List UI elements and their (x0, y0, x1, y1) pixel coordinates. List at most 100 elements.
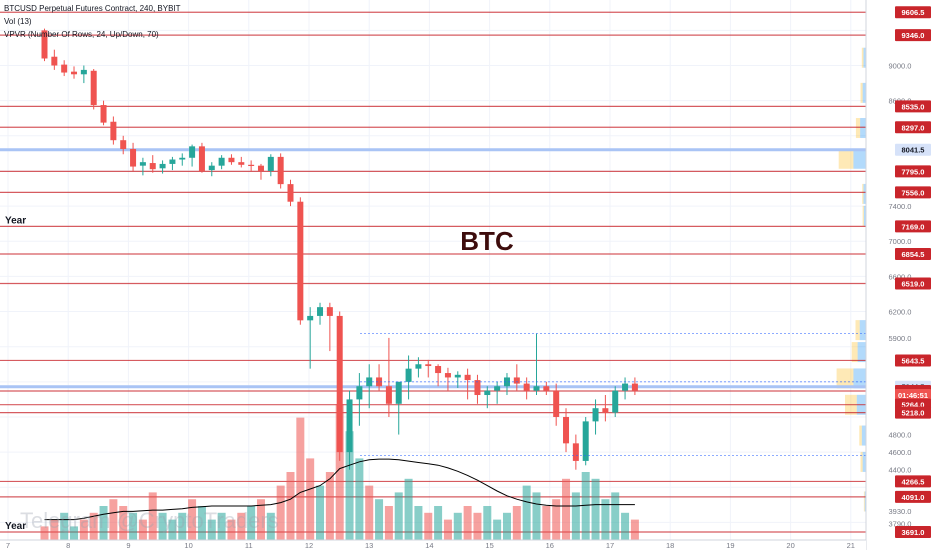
price-tag-box (895, 354, 931, 367)
price-tag: 5643.5 (902, 356, 925, 365)
volume-bar (483, 506, 492, 540)
candle-body (189, 146, 196, 158)
vpvr-down-bar (863, 491, 865, 512)
volume-bar (217, 512, 226, 540)
candle-body (297, 201, 304, 321)
candle-body (51, 56, 58, 66)
price-tick-label: 4600.0 (889, 448, 912, 457)
candle-body (326, 307, 333, 316)
volume-bar (50, 519, 59, 540)
volume-bar (591, 478, 600, 540)
volume-bar (89, 512, 98, 540)
candle-body (228, 157, 235, 163)
candle-body (444, 373, 451, 378)
price-tag: 8041.5 (902, 146, 925, 155)
vpvr-up-bar (863, 183, 866, 204)
price-tag: 7556.0 (902, 188, 925, 197)
time-tick-label: 13 (365, 541, 373, 550)
price-tag-box (895, 389, 931, 402)
candle-body (159, 163, 166, 169)
time-tick-label: 10 (184, 541, 192, 550)
candle-body (494, 386, 501, 391)
volume-indicator-label[interactable]: Vol (13) (4, 17, 32, 26)
candle-body (208, 165, 215, 171)
candle-body (356, 386, 363, 400)
candle-body (543, 386, 550, 391)
volume-bar (237, 512, 246, 540)
candle-body (130, 148, 137, 167)
candle-body (454, 374, 461, 378)
volume-bar (266, 512, 275, 540)
candle-body (120, 140, 127, 149)
vpvr-down-bar (838, 148, 854, 169)
symbol-title: BTCUSD Perpetual Futures Contract, 240, … (4, 4, 181, 13)
candle-body (415, 364, 422, 369)
vpvr-indicator-label[interactable]: VPVR (Number Of Rows, 24, Up/Down, 70) (4, 30, 159, 39)
volume-bar (296, 417, 305, 540)
time-tick-label: 9 (126, 541, 130, 550)
candle-body (533, 386, 540, 391)
price-tag: 4266.5 (902, 477, 925, 486)
volume-bar (630, 519, 639, 540)
time-tick-label: 14 (425, 541, 433, 550)
volume-bar (325, 472, 334, 540)
time-tick-label: 21 (847, 541, 855, 550)
price-tag: 7169.0 (902, 222, 925, 231)
candle-body (484, 390, 491, 396)
year-label: Year (5, 215, 26, 226)
volume-bar (512, 506, 521, 540)
volume-bar (473, 512, 482, 540)
vpvr-up-bar (857, 342, 866, 363)
volume-bar (99, 506, 108, 540)
volume-bar (375, 499, 384, 540)
time-axis (0, 540, 866, 550)
price-tag-box (895, 100, 931, 113)
candle-body (90, 70, 97, 106)
candle-body (336, 315, 343, 453)
volume-bar (40, 526, 49, 540)
volume-bar (532, 492, 541, 540)
vpvr-down-bar (836, 368, 854, 389)
chart-title: BTC (460, 226, 514, 256)
candle-body (267, 156, 274, 171)
price-tick-label: 4400.0 (889, 466, 912, 475)
price-tag-box (895, 186, 931, 199)
price-tag: 4091.0 (902, 493, 925, 502)
vpvr-down-bar (855, 320, 860, 341)
volume-bar (306, 458, 315, 540)
volume-bar (79, 519, 88, 540)
candle-body (553, 390, 560, 417)
price-tag-box (895, 248, 931, 261)
price-tag-box (895, 277, 931, 290)
price-tag-box (895, 165, 931, 178)
volume-bar (414, 506, 423, 540)
candle-body (385, 386, 392, 404)
price-tag: 9346.0 (902, 31, 925, 40)
volume-bar (463, 506, 472, 540)
candle-body (198, 146, 205, 171)
volume-bar (109, 499, 118, 540)
vpvr-up-bar (861, 425, 866, 446)
price-tag: 3691.0 (902, 528, 925, 537)
volume-bar (611, 492, 620, 540)
volume-bar (571, 492, 580, 540)
price-tags: 9606.5 9346.0 8535.0 8297.0 8041.5 7795.0 7556… (895, 6, 931, 539)
vpvr-up-bar (853, 368, 866, 389)
vpvr-up-bar (864, 491, 866, 512)
volume-bar (424, 512, 433, 540)
candle-body (523, 383, 530, 391)
candles (41, 28, 638, 470)
volume-bar (188, 499, 197, 540)
volume-bar (119, 506, 128, 540)
candle-body (287, 184, 294, 202)
volume-bar (286, 472, 295, 540)
volume-bar (197, 506, 206, 540)
volume-bar (256, 499, 265, 540)
price-tag: 6519.0 (902, 280, 925, 289)
candle-body (376, 377, 383, 387)
vpvr-up-bar (862, 82, 866, 103)
time-tick-label: 11 (245, 541, 253, 550)
price-tag-box (895, 526, 931, 539)
